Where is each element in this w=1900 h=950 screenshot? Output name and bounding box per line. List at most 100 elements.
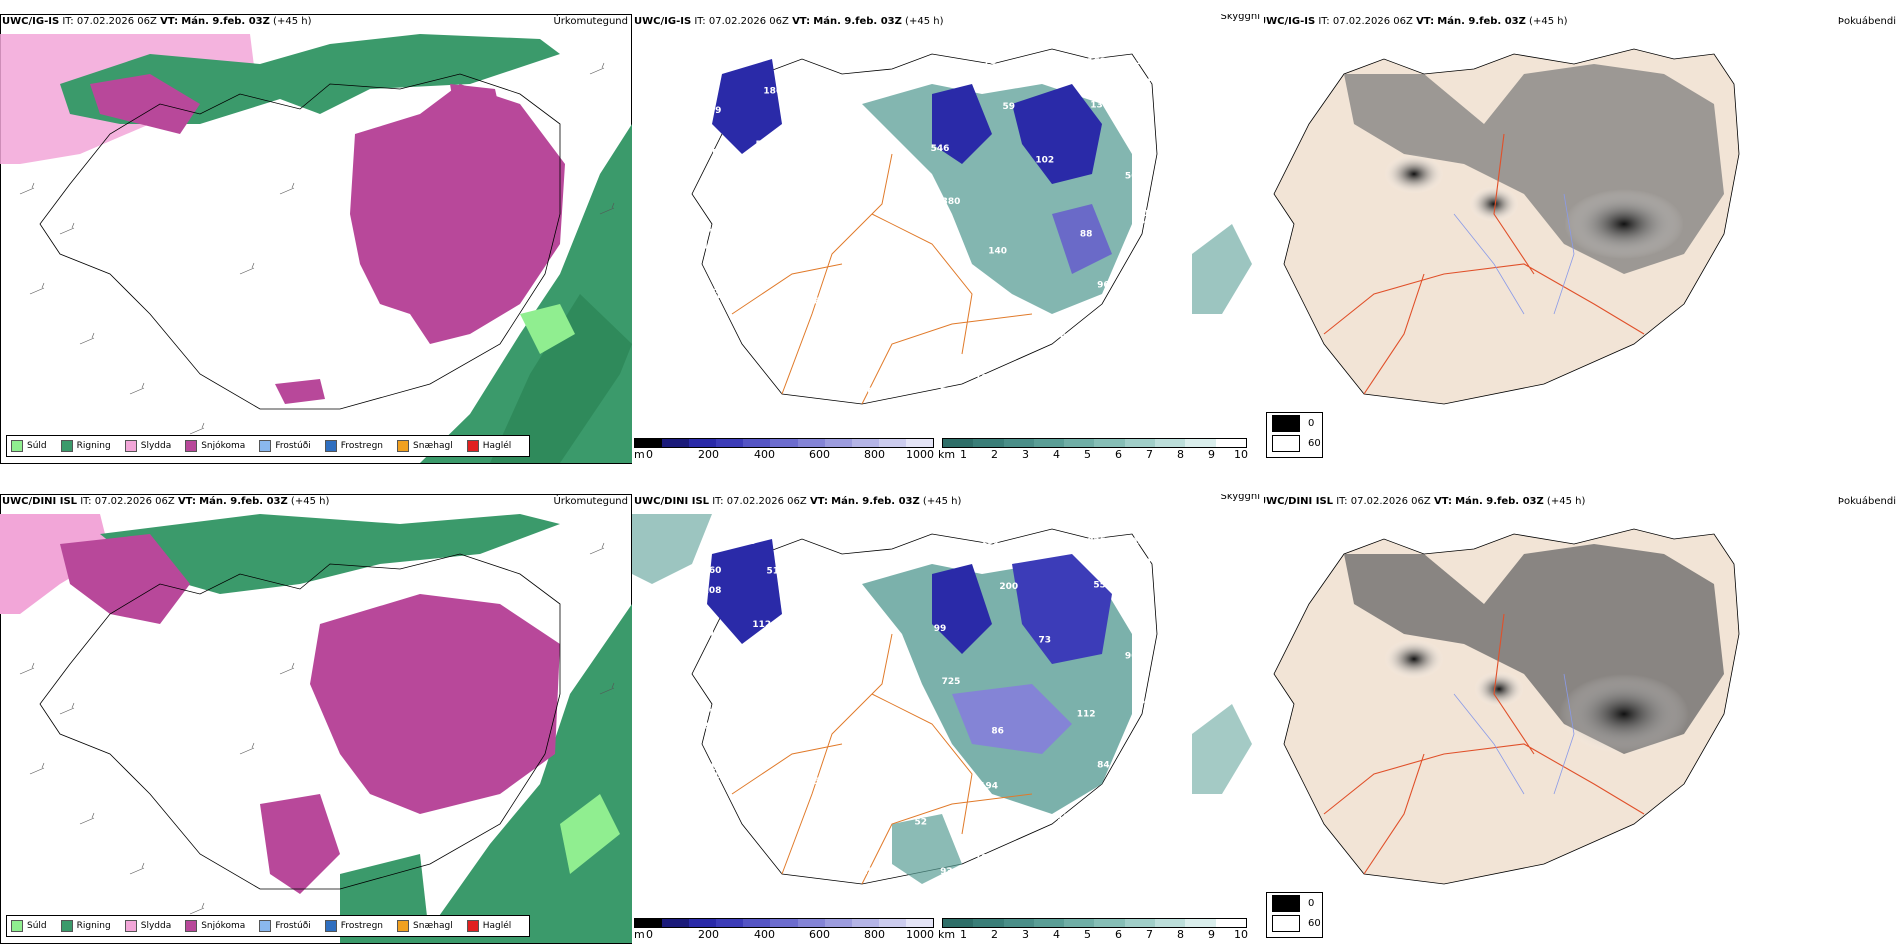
ceiling-value-label: 86	[991, 727, 1004, 737]
init-time: 07.02.2026 06Z	[1332, 16, 1413, 27]
legend-item: Frostregn	[324, 920, 383, 932]
legend-label: Frostregn	[340, 441, 384, 451]
ceiling-value-label: 110	[911, 337, 930, 347]
ceiling-value-label: 93	[940, 867, 953, 877]
precip-map	[0, 14, 632, 464]
tick-label: 5	[1084, 928, 1091, 941]
legend-item: Snæhagl	[397, 440, 453, 452]
ceiling-value-label: 285	[1133, 697, 1152, 707]
fog-title: Þokuábendi	[1837, 16, 1896, 27]
ceiling-value-label: 73	[1039, 636, 1052, 646]
ceiling-colorbar-strip	[634, 918, 934, 928]
tick-label: 4	[1053, 928, 1060, 941]
ceiling-map: 380 200 546 140 86 102 106 320 88 55 59 52 57 56 106 17…	[691, 48, 1252, 405]
vis-colorbar: km 1 2 3 4 5 6 7 8 9 10	[938, 438, 1248, 461]
ceiling-value-label: 151	[1060, 387, 1079, 397]
vis-colorbar: km 1 2 3 4 5 6 7 8 9 10	[938, 918, 1248, 941]
ceiling-area	[1012, 554, 1112, 664]
ceiling-value-label: 108	[703, 586, 722, 596]
vt-label: VT:	[177, 496, 196, 507]
legend-swatch	[1272, 914, 1300, 932]
ceiling-value-label: 200	[999, 582, 1018, 592]
ceiling-value-label: 202	[1133, 277, 1152, 287]
ceiling-value-label: 155	[1133, 731, 1152, 741]
legend-swatch	[11, 440, 23, 452]
ceiling-value-label: 190	[824, 57, 843, 67]
roads	[731, 153, 1033, 405]
rivers	[1453, 193, 1575, 315]
valid-time: Mán. 9.feb. 03Z	[199, 496, 288, 507]
ceiling-value-label: 386	[843, 57, 862, 67]
ceiling-value-label: 393	[1133, 614, 1152, 624]
ceiling-value-label: 388	[924, 57, 943, 67]
lead-time: (+45 h)	[273, 16, 312, 27]
ceiling-value-label: 90	[888, 758, 901, 768]
ceiling-value-label: 112	[752, 620, 771, 630]
snow-area	[310, 594, 560, 814]
ceiling-value-label: 140	[988, 247, 1007, 257]
sleet-area	[0, 514, 110, 614]
legend-label: 0	[1308, 417, 1315, 429]
ceiling-value-label: 99	[934, 624, 947, 634]
ceiling-value-label: 82	[706, 86, 719, 96]
tick-label: 9	[1208, 928, 1215, 941]
ceiling-title: Skyggni	[1220, 14, 1260, 22]
tick-label: 400	[754, 928, 775, 941]
ceiling-value-label: 197	[975, 853, 994, 863]
ceiling-value-label: 107	[895, 552, 914, 562]
vis-area	[892, 814, 962, 884]
ceiling-value-label: 185	[1133, 217, 1152, 227]
tick-label: 10	[1234, 928, 1248, 941]
tick-label: 4	[1053, 448, 1060, 461]
legend-label: 0	[1308, 897, 1315, 909]
ceiling-value-label: 174	[703, 241, 722, 251]
ceiling-value-label: 172	[1133, 558, 1152, 568]
legend-label: Rigning	[76, 921, 111, 931]
tick-label: 7	[1146, 448, 1153, 461]
ceiling-colorbar-strip	[634, 438, 934, 448]
vis-area	[632, 514, 712, 584]
ceiling-value-label: 96	[1125, 652, 1138, 662]
fog-core	[1559, 674, 1689, 754]
ceiling-labels: 380 200 546 140 86 102 106 320 88 55 59 52 57 56 106 17…	[703, 57, 1152, 397]
ceiling-value-label: 51	[767, 567, 780, 577]
ceiling-header: UWC/DINI ISL IT: 07.02.2026 06Z VT: Mán.…	[634, 496, 961, 507]
legend-item: Frostregn	[324, 440, 384, 452]
tick-label: 0	[646, 448, 653, 461]
roads	[1323, 613, 1645, 875]
tick-label: 0	[646, 928, 653, 941]
legend-item: Snjókoma	[185, 440, 245, 452]
tick-label: 5	[1084, 448, 1091, 461]
precip-header: UWC/IG-IS IT: 07.02.2026 06Z VT: Mán. 9.…	[2, 16, 311, 27]
ceiling-value-label: 486	[824, 537, 843, 547]
fog-legend-item: 0	[1267, 413, 1322, 433]
ceiling-value-label: 188	[1133, 339, 1152, 349]
legend-swatch	[185, 440, 198, 452]
ceiling-value-label: 55	[1093, 580, 1106, 590]
tick-label: 1000	[906, 928, 934, 941]
legend-label: Frostúði	[275, 441, 311, 451]
ceiling-value-label: 174	[812, 350, 831, 360]
tick-label: 600	[809, 448, 830, 461]
legend-item: Slydda	[124, 440, 171, 452]
vt-label: VT:	[792, 16, 811, 27]
ceiling-value-label: 56	[1125, 172, 1138, 182]
ceiling-value-label: 151	[861, 867, 880, 877]
vis-colorbar-strip	[942, 918, 1247, 928]
ceiling-value-label: 546	[931, 144, 950, 154]
ceiling-value-label: 138	[1060, 867, 1079, 877]
valid-time: Mán. 9.feb. 03Z	[1437, 16, 1526, 27]
ceiling-value-label: 84	[1097, 761, 1110, 771]
fog-header: UWC/DINI ISL IT: 07.02.2026 06Z VT: Mán.…	[1264, 496, 1585, 507]
vt-label: VT:	[1433, 496, 1452, 507]
fog-legend-item: 60	[1267, 433, 1322, 453]
fog-core	[1384, 639, 1444, 679]
legend-label: Frostúði	[275, 921, 311, 931]
tick-label: 1	[960, 928, 967, 941]
fog-legend-bottom: 0 60	[1266, 892, 1323, 938]
legend-swatch	[11, 920, 23, 932]
precip-header: UWC/DINI ISL IT: 07.02.2026 06Z VT: Mán.…	[2, 496, 329, 507]
precip-legend: Súld Rigning Slydda Snjókoma Frostúði Fr…	[6, 435, 531, 457]
legend-swatch	[259, 440, 272, 452]
ceiling-area	[707, 539, 782, 644]
